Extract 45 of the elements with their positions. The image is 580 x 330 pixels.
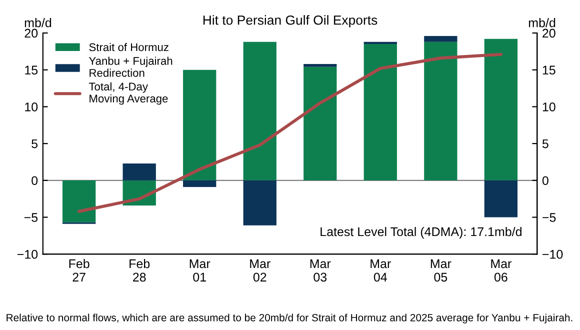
legend-label: Yanbu + Fujairah Redirection [88, 56, 172, 77]
bar [364, 44, 397, 180]
y-tick-label: 20 [24, 28, 38, 38]
line-series [78, 52, 502, 213]
bar [364, 42, 397, 44]
y-tick-label: 0 [32, 176, 38, 186]
bar [62, 180, 96, 222]
bar [122, 163, 156, 180]
y2-tick-label: 20 [542, 28, 556, 38]
y2-tick-label: 10 [542, 102, 556, 112]
bar [424, 42, 458, 180]
bar [183, 70, 216, 180]
x-tick-label: Mar 01 [190, 259, 210, 282]
bar [484, 180, 518, 218]
legend-label: Total, 4-Day Moving Average [88, 82, 168, 105]
annotation: Latest Level Total (4DMA): 17.1mb/d [320, 226, 522, 239]
bar [304, 64, 337, 67]
y2-tick-label: −10 [542, 250, 563, 259]
bar [243, 180, 276, 226]
bar [183, 180, 216, 188]
x-tick-label: Mar 04 [370, 259, 391, 282]
y-tick-label: −5 [24, 213, 38, 222]
bar [243, 42, 276, 180]
x-tick-label: Mar 03 [310, 259, 331, 282]
y2-tick-label: −5 [542, 213, 556, 222]
y2-axis-title: mb/d [528, 18, 556, 28]
text: Relative to normal flows, which are are assumed to be 20mb/d for Strait of Hormuz and 2025 average for Yanbu + Fujairah. [6, 314, 572, 324]
y2-tick-label: 15 [542, 66, 556, 74]
bar [304, 66, 337, 180]
chart-title: Hit to Persian Gulf Oil Exports [203, 15, 378, 28]
legend-label: Strait of Hormuz [89, 43, 168, 52]
y-tick-label: 10 [25, 102, 38, 112]
bar [424, 36, 458, 42]
y2-tick-label: 0 [542, 176, 548, 186]
y-tick-label: −10 [17, 250, 38, 259]
x-tick-label: Mar 02 [250, 259, 270, 282]
y-tick-label: 15 [25, 66, 38, 74]
x-tick-label: Mar 06 [491, 259, 512, 282]
x-tick-label: Feb 27 [69, 258, 90, 282]
bar [484, 38, 518, 180]
y-axis-title: mb/d [24, 18, 52, 28]
y2-tick-label: 5 [542, 139, 548, 148]
x-tick-label: Mar 05 [430, 259, 452, 282]
y-tick-label: 5 [32, 139, 38, 148]
x-tick-label: Feb 28 [130, 258, 150, 282]
